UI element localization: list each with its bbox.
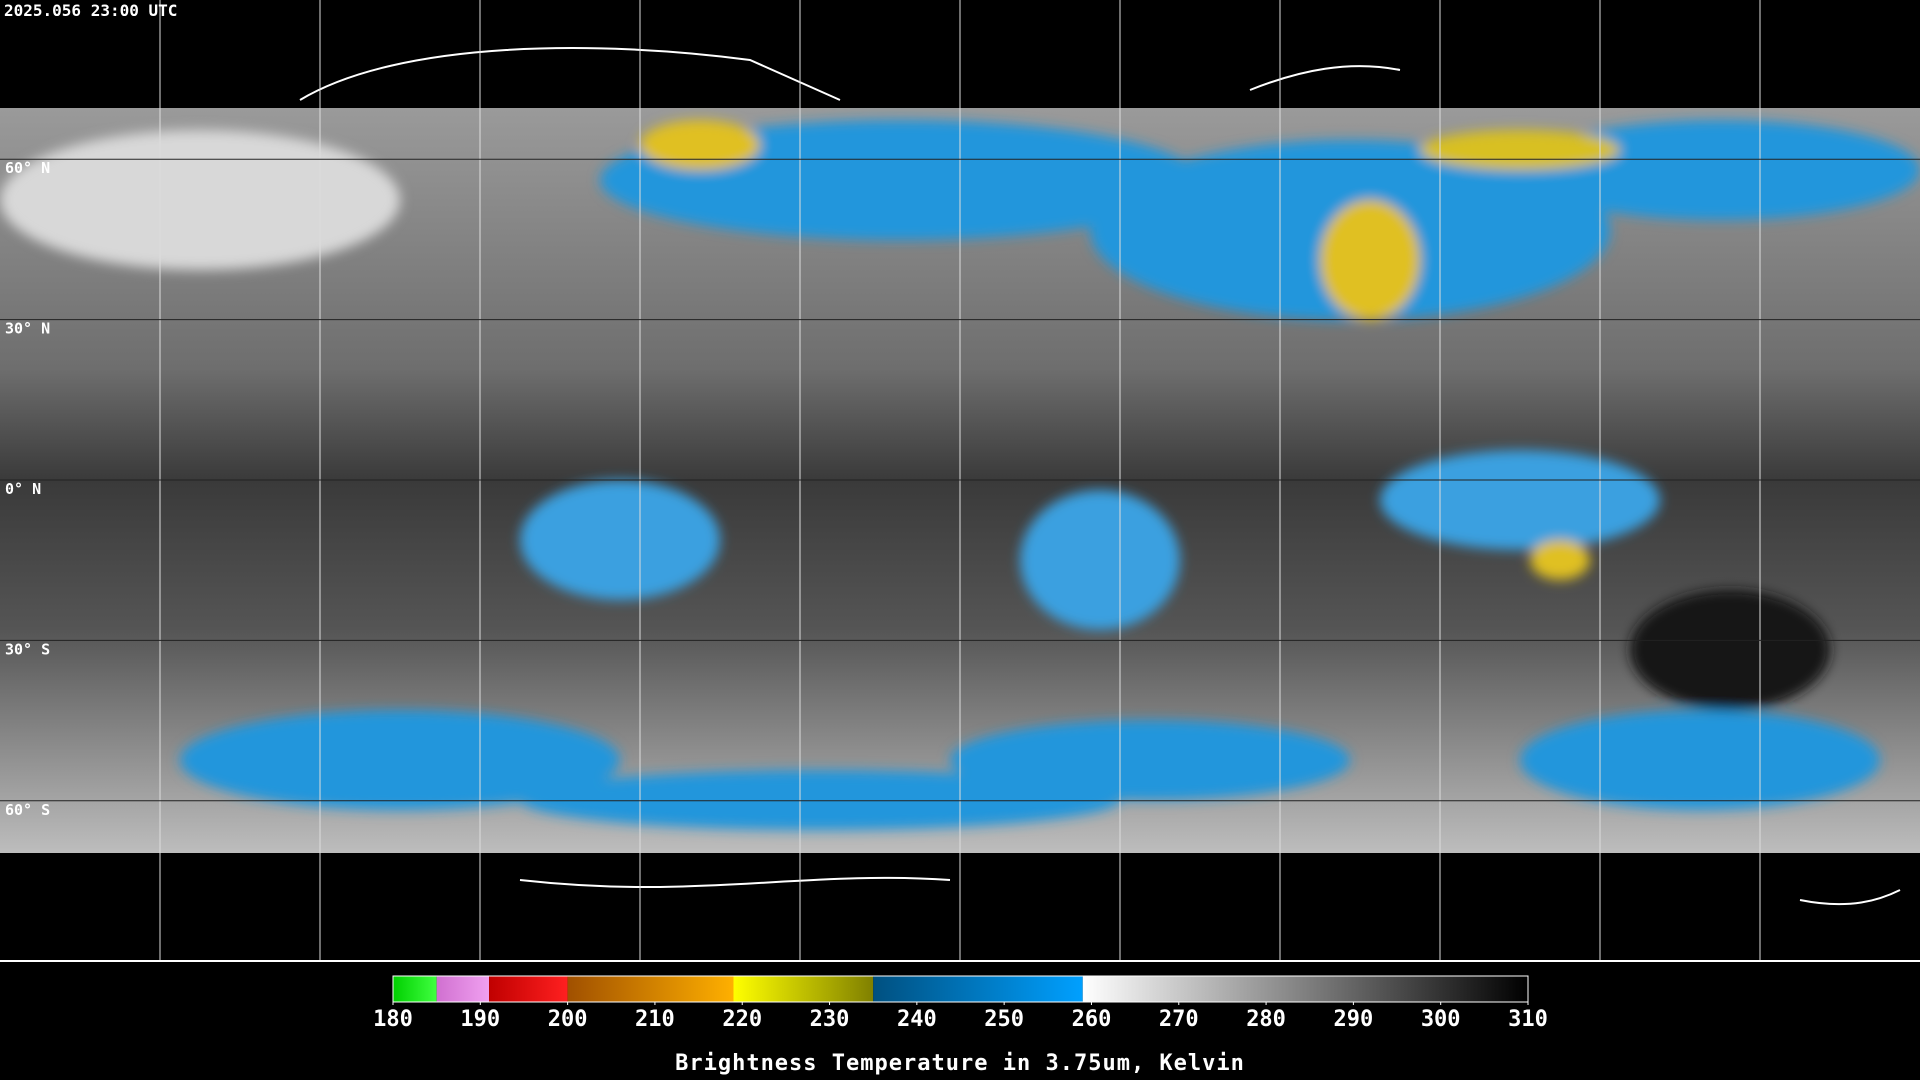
colorbar-segment — [733, 976, 874, 1002]
colorbar-tick-label: 190 — [460, 1007, 500, 1032]
graticule — [0, 0, 1920, 960]
colorbar-tick-label: 310 — [1508, 1007, 1548, 1032]
latitude-label: 0° N — [5, 480, 41, 498]
colorbar-tick-label: 180 — [373, 1007, 413, 1032]
colorbar-tick-label: 230 — [810, 1007, 850, 1032]
colorbar-tick-label: 260 — [1072, 1007, 1112, 1032]
colorbar-tick-label: 300 — [1421, 1007, 1461, 1032]
colorbar: 180 190 200 210 220 230 240 250 260 270 280 290 300 3… — [373, 975, 1548, 1032]
latitude-label: 30° S — [5, 640, 50, 658]
colorbar-tick-label: 220 — [722, 1007, 762, 1032]
colorbar-tick-label: 210 — [635, 1007, 675, 1032]
colorbar-border — [392, 975, 1529, 1003]
colorbar-label: Brightness Temperature in 3.75um, Kelvin — [675, 1051, 1245, 1076]
latitude-labels: 60° N 30° N 0° N 30° S 60° S — [5, 159, 50, 819]
colorbar-segment — [489, 976, 568, 1002]
frame-edge — [0, 960, 1920, 962]
coastlines — [299, 47, 1901, 906]
colorbar-tick-label: 290 — [1334, 1007, 1374, 1032]
cloud-fields — [0, 120, 1920, 830]
latitude-label: 60° S — [5, 801, 50, 819]
timestamp: 2025.056 23:00 UTC — [4, 1, 177, 20]
colorbar-segment — [436, 976, 490, 1002]
colorbar-segment — [393, 976, 437, 1002]
colorbar-segment — [873, 976, 1083, 1002]
latitude-label: 30° N — [5, 320, 50, 338]
colorbar-segment — [1082, 976, 1528, 1002]
latitude-label: 60° N — [5, 159, 50, 177]
colorbar-tick-label: 200 — [548, 1007, 588, 1032]
colorbar-tick-label: 250 — [984, 1007, 1024, 1032]
colorbar-tick-label: 270 — [1159, 1007, 1199, 1032]
colorbar-segment — [567, 976, 734, 1002]
colorbar-tick-label: 280 — [1246, 1007, 1286, 1032]
colorbar-tick-label: 240 — [897, 1007, 937, 1032]
